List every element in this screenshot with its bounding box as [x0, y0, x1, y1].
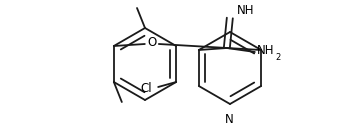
Text: 2: 2 — [276, 52, 281, 61]
Text: NH: NH — [257, 44, 274, 56]
Text: Cl: Cl — [141, 81, 152, 95]
Text: N: N — [224, 113, 234, 126]
Text: NH: NH — [237, 4, 254, 16]
Text: O: O — [147, 36, 157, 50]
